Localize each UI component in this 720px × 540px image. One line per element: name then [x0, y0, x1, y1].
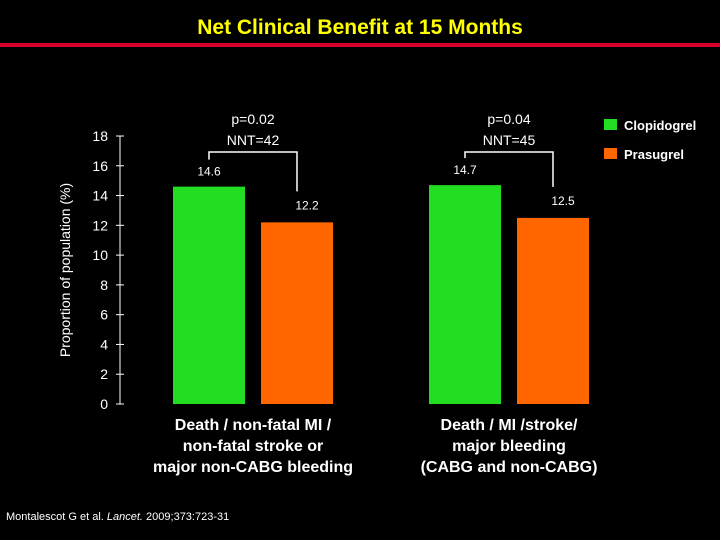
- category-label: (CABG and non-CABG): [421, 459, 598, 476]
- legend-label: Clopidogrel: [624, 118, 696, 133]
- significance-bracket: [208, 151, 298, 192]
- data-label: 14.7: [453, 163, 477, 177]
- data-label: 14.6: [197, 165, 221, 179]
- y-tick-label: 10: [92, 247, 108, 263]
- y-tick-label: 14: [92, 188, 108, 204]
- data-label: 12.5: [551, 194, 575, 208]
- nnt-label: NNT=45: [483, 132, 536, 148]
- citation: Montalescot G et al. Lancet. 2009;373:72…: [6, 511, 229, 523]
- nnt-label: NNT=42: [227, 132, 280, 148]
- y-tick-label: 18: [92, 128, 108, 144]
- data-label: 12.2: [295, 198, 319, 212]
- legend-label: Prasugrel: [624, 147, 684, 162]
- category-label: major bleeding: [452, 438, 566, 455]
- category-label: Death / MI /stroke/: [441, 417, 578, 434]
- p-value-label: p=0.02: [231, 111, 274, 127]
- slide-title: Net Clinical Benefit at 15 Months: [197, 16, 523, 39]
- legend-swatch-clopidogrel: [604, 119, 617, 130]
- category-label: major non-CABG bleeding: [153, 459, 353, 476]
- bar-clopidogrel: [173, 186, 245, 404]
- significance-bracket: [464, 151, 554, 187]
- category-label: non-fatal stroke or: [183, 438, 323, 455]
- y-tick-label: 6: [100, 307, 108, 323]
- bar-prasugrel: [261, 222, 333, 404]
- title-divider: [0, 43, 720, 47]
- category-label: Death / non-fatal MI /: [175, 417, 332, 434]
- y-tick-label: 8: [100, 277, 108, 293]
- y-tick-label: 12: [92, 217, 108, 233]
- p-value-label: p=0.04: [487, 111, 530, 127]
- y-tick-label: 0: [100, 396, 108, 412]
- bar-clopidogrel: [429, 185, 501, 404]
- y-tick-label: 4: [100, 336, 108, 352]
- citation-authors: Montalescot G et al.: [6, 511, 104, 523]
- bar-prasugrel: [517, 217, 589, 404]
- legend-swatch-prasugrel: [604, 148, 617, 159]
- y-tick-label: 16: [92, 158, 108, 174]
- citation-reference: 2009;373:723-31: [146, 511, 230, 523]
- citation-journal: Lancet.: [106, 511, 143, 523]
- y-axis-title: Proportion of population (%): [57, 183, 73, 357]
- y-tick-label: 2: [100, 366, 108, 382]
